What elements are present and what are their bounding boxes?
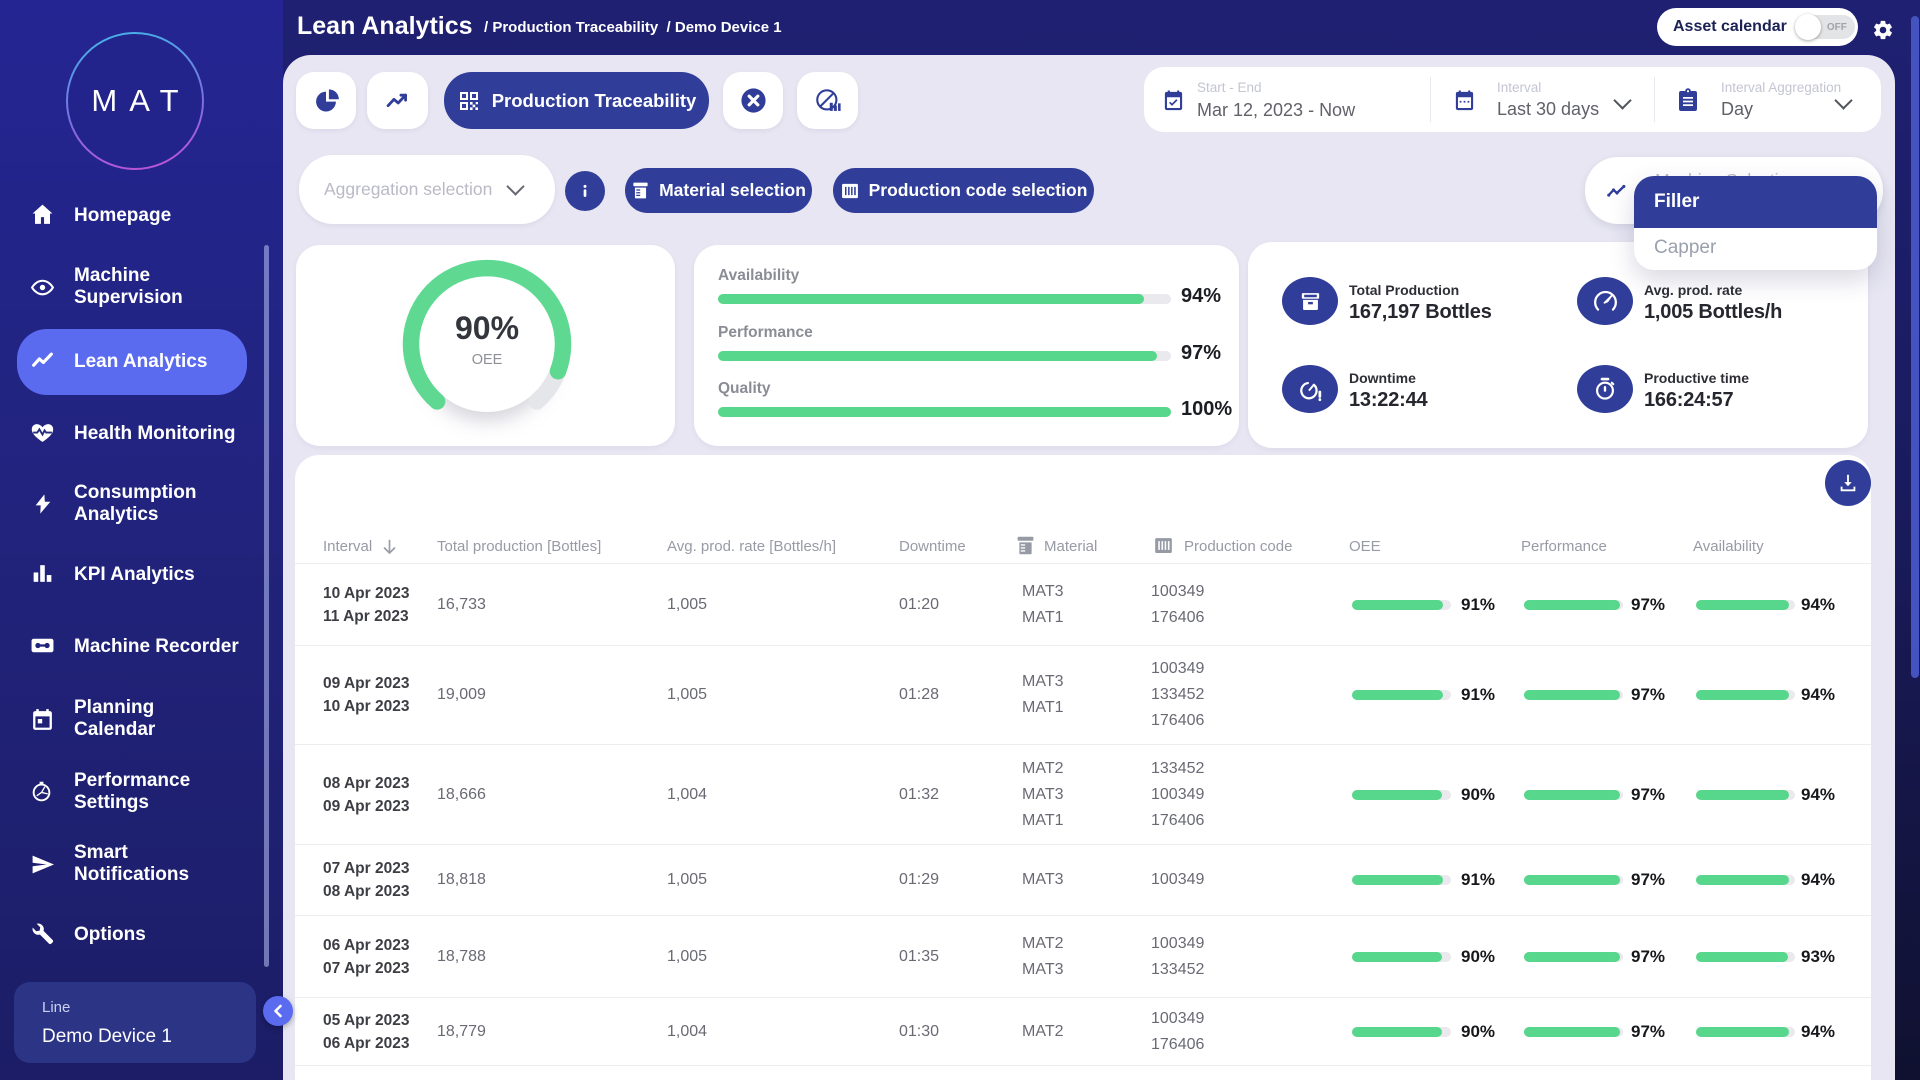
svg-text:OEE: OEE	[472, 352, 503, 368]
svg-text:90%: 90%	[455, 310, 519, 346]
